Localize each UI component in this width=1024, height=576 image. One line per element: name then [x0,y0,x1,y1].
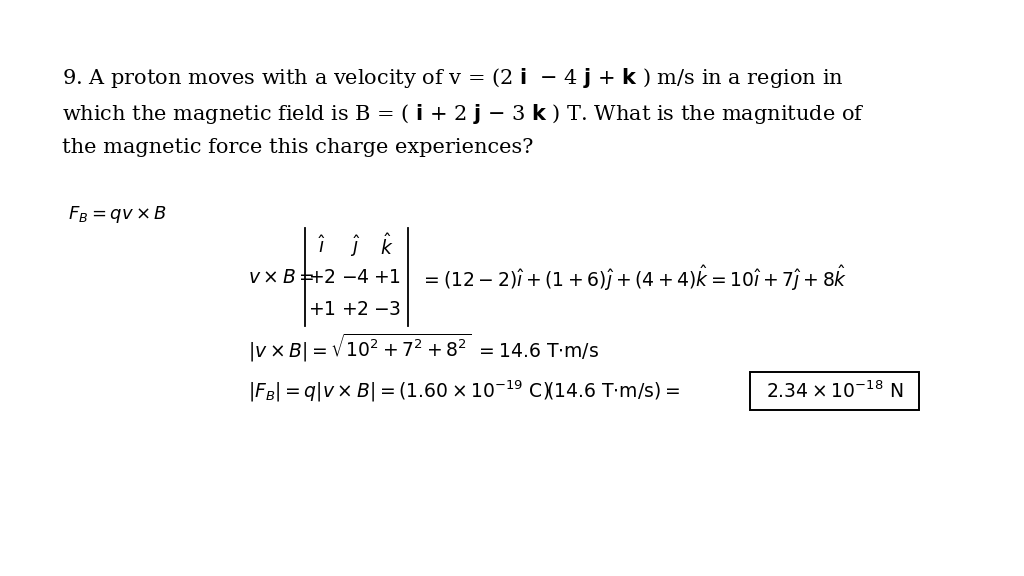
Text: $-3$: $-3$ [373,301,401,319]
Text: the magnetic force this charge experiences?: the magnetic force this charge experienc… [62,138,534,157]
Text: $+2$: $+2$ [341,301,369,319]
Text: $\hat{k}$: $\hat{k}$ [380,233,394,259]
Text: $= (12-2)\hat{\imath}+(1+6)\hat{\jmath}+(4+4)\hat{k} = 10\hat{\imath}+7\hat{\jma: $= (12-2)\hat{\imath}+(1+6)\hat{\jmath}+… [420,263,848,293]
Text: $F_B = qv \times B$: $F_B = qv \times B$ [68,204,167,225]
Text: $\hat{\jmath}$: $\hat{\jmath}$ [350,233,360,259]
Text: $+1$: $+1$ [373,269,401,287]
Text: which the magnetic field is B = ( $\mathbf{i}$ + 2 $\mathbf{j}$ $-$ 3 $\mathbf{k: which the magnetic field is B = ( $\math… [62,102,864,126]
Text: $2.34 \times 10^{-18}\ \mathrm{N}$: $2.34 \times 10^{-18}\ \mathrm{N}$ [766,380,903,401]
Text: $v \times B =$: $v \times B =$ [248,269,314,287]
Text: 9. A proton moves with a velocity of v = (2 $\mathbf{i}$  $-$ 4 $\mathbf{j}$ + $: 9. A proton moves with a velocity of v =… [62,66,844,90]
Text: $-4$: $-4$ [341,269,370,287]
Text: $+2$: $+2$ [308,269,336,287]
FancyBboxPatch shape [750,372,919,410]
Text: $|F_B| = q|v \times B| = \left(1.60 \times 10^{-19}\ \mathrm{C}\right)\!\left(14: $|F_B| = q|v \times B| = \left(1.60 \tim… [248,378,680,404]
Text: $+1$: $+1$ [308,301,336,319]
Text: $|v \times B| = \sqrt{10^2+7^2+8^2}\ = 14.6\ \mathrm{T{\cdot}m/s}$: $|v \times B| = \sqrt{10^2+7^2+8^2}\ = 1… [248,332,599,364]
Text: $\hat{\imath}$: $\hat{\imath}$ [317,235,326,257]
